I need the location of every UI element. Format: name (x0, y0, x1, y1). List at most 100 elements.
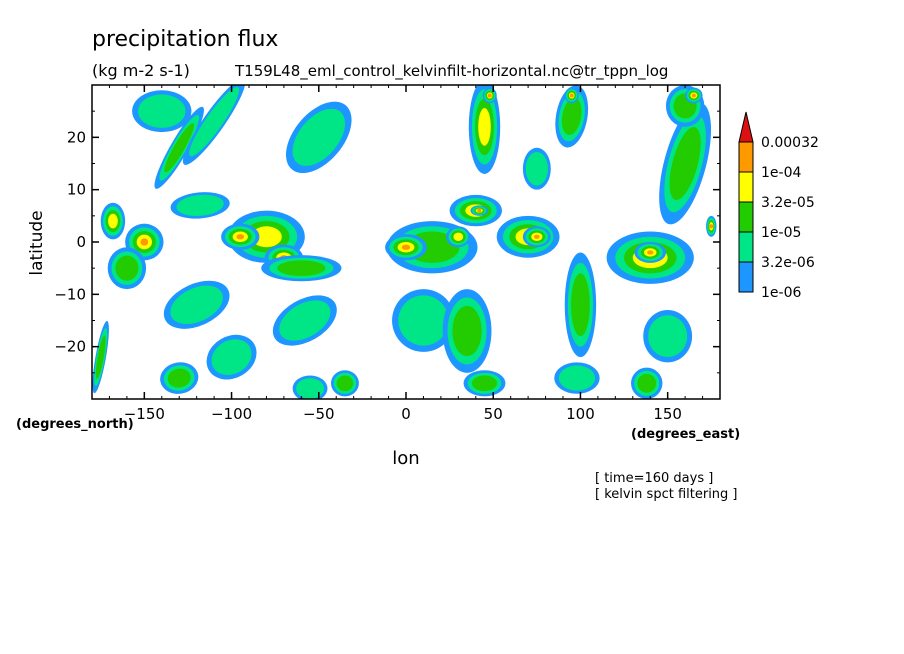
precip-contour-level-4 (236, 234, 245, 240)
precip-cell (100, 202, 126, 240)
precip-contour-level-2 (95, 335, 106, 379)
filter-annotation: [ kelvin spct filtering ] (595, 487, 738, 502)
precip-cell (634, 242, 666, 263)
precip-cell (442, 289, 492, 373)
precip-contour-level-4 (569, 93, 574, 98)
precip-cell (482, 87, 497, 104)
precip-cell (272, 295, 337, 346)
precip-cell (470, 205, 488, 216)
precip-cell (385, 234, 427, 261)
precip-cell (706, 215, 717, 237)
precip-contour-level-1 (525, 151, 548, 186)
precip-contour-level-2 (277, 260, 326, 277)
precip-cell (555, 85, 589, 148)
precip-contour-level-4 (140, 238, 149, 246)
colorbar-legend: 1e-06 3.2e-06 1e-05 3.2e-05 1e-04 0.00032 (738, 111, 819, 301)
colorbar-level-label: 1e-04 (761, 165, 801, 181)
precip-cell (92, 321, 109, 394)
precip-cell (446, 226, 471, 248)
colorbar-swatch (738, 171, 754, 203)
y-tick-label: 20 (67, 128, 86, 146)
precip-cell (206, 334, 257, 380)
precip-contour-level-1 (296, 378, 325, 399)
precip-contour-level-2 (452, 305, 482, 357)
x-tick-label: 150 (653, 405, 682, 423)
precip-contour-level-4 (401, 244, 411, 250)
chart-units: (kg m-2 s-1) (92, 61, 190, 80)
colorbar-level-label: 1e-06 (761, 285, 801, 301)
y-tick-label: −10 (54, 285, 86, 303)
precip-cell (564, 252, 597, 358)
precip-cell (659, 102, 712, 225)
precip-cell (154, 106, 204, 189)
precip-contour-level-3 (478, 108, 491, 146)
precip-cell (564, 87, 579, 104)
precip-cell (125, 223, 164, 261)
precip-cell (554, 362, 600, 394)
y-axis-label: latitude (27, 210, 47, 275)
colorbar-swatch (738, 141, 754, 173)
precip-contour-level-1 (211, 339, 252, 376)
colorbar-level-label: 0.00032 (761, 135, 819, 151)
precip-cell (261, 255, 342, 282)
precip-contour-level-4 (691, 93, 696, 98)
chart-title: precipitation flux (92, 27, 278, 52)
colorbar-level-label: 3.2e-05 (761, 195, 815, 211)
precip-contour-level-1 (292, 108, 345, 166)
precip-cell (468, 85, 501, 174)
precip-contour-level-1 (176, 194, 224, 216)
precip-contour-level-4 (647, 250, 654, 255)
precip-contour-level-1 (398, 295, 449, 346)
precip-contour-level-3 (251, 226, 282, 248)
precip-cell (107, 247, 147, 290)
precip-contour-level-4 (477, 208, 482, 213)
precip-cell (170, 192, 230, 219)
x-tick-label: 0 (401, 405, 411, 423)
precip-contour-level-4 (709, 224, 714, 229)
precip-contour-level-1 (558, 365, 596, 391)
precipitation-field (92, 85, 717, 399)
precip-cell (643, 310, 693, 363)
y-axis-units: (degrees_north) (16, 417, 134, 432)
precip-contour-level-2 (167, 368, 191, 388)
precip-contour-level-2 (561, 97, 582, 136)
precip-cell (163, 280, 230, 329)
precip-contour-level-3 (108, 213, 118, 229)
colorbar-swatch (738, 201, 754, 233)
y-tick-label: −20 (54, 338, 86, 356)
colorbar-level-label: 1e-05 (761, 225, 801, 241)
precip-contour-level-2 (336, 375, 354, 392)
precip-cell (292, 375, 328, 399)
x-axis-units: (degrees_east) (631, 427, 740, 442)
x-tick-label: 50 (484, 405, 503, 423)
x-axis: −150 −100 −50 0 50 100 150 (108, 85, 704, 423)
y-tick-label: 0 (76, 233, 86, 251)
x-tick-label: −100 (211, 405, 252, 423)
data-source-label: T159L48_eml_control_kelvinfilt-horizonta… (234, 62, 668, 81)
colorbar-swatch (738, 231, 754, 263)
precip-cell (221, 223, 260, 250)
precip-contour-level-1 (138, 94, 186, 128)
y-axis: −20 −10 0 10 20 (54, 110, 720, 374)
precip-contour-level-1 (648, 315, 688, 358)
precip-contour-level-2 (669, 126, 701, 201)
precip-contour-level-2 (471, 375, 498, 392)
colorbar-overflow-triangle (738, 111, 754, 143)
precip-contour-level-1 (189, 87, 240, 157)
precip-contour-level-4 (534, 234, 540, 239)
precip-cell (182, 85, 246, 165)
x-tick-label: −150 (124, 405, 165, 423)
precip-cell (132, 90, 192, 133)
x-axis-label: lon (392, 448, 419, 469)
precip-cell (685, 87, 703, 104)
precip-cell (160, 362, 199, 394)
colorbar-level-label: 3.2e-06 (761, 255, 815, 271)
precip-cell (522, 147, 551, 190)
precip-cell (330, 370, 359, 397)
time-annotation: [ time=160 days ] (595, 471, 713, 486)
precip-contour-level-2 (164, 123, 195, 173)
colorbar-swatch (738, 261, 754, 293)
precip-contour-level-2 (115, 255, 139, 281)
precip-contour-level-2 (571, 273, 590, 337)
